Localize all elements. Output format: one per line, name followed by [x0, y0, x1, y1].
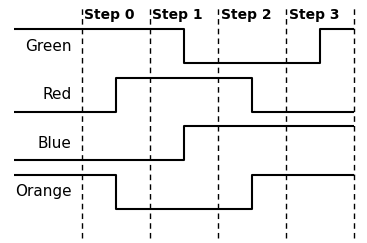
Text: Green: Green [25, 39, 72, 54]
Text: Step 3: Step 3 [289, 8, 339, 22]
Text: Blue: Blue [37, 136, 72, 151]
Text: Step 2: Step 2 [221, 8, 271, 22]
Text: Step 0: Step 0 [84, 8, 135, 22]
Text: Red: Red [42, 87, 72, 102]
Text: Orange: Orange [15, 184, 72, 199]
Text: Step 1: Step 1 [152, 8, 203, 22]
